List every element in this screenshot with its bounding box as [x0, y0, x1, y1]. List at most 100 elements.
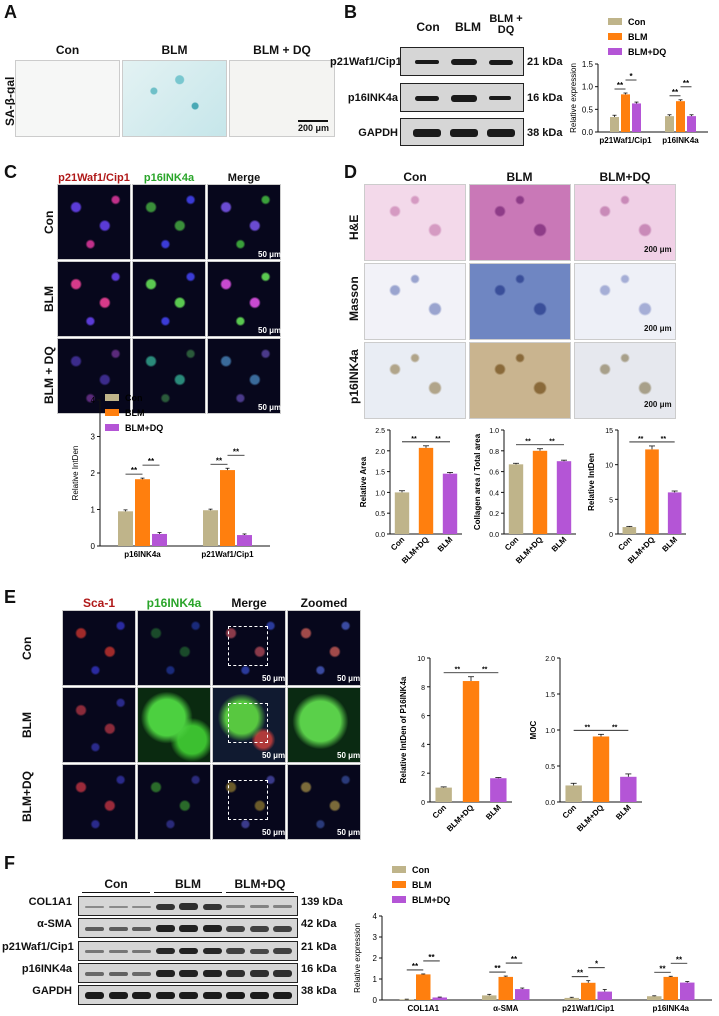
c-col-p21: p21Waf1/Cip1	[58, 172, 130, 184]
bar	[532, 450, 548, 534]
f-group-underline	[82, 892, 150, 893]
blot-band	[85, 971, 104, 976]
blot-band	[85, 949, 104, 954]
b-protein-gapdh: GAPDH	[358, 127, 398, 139]
blot-band	[415, 96, 439, 101]
legend-swatch	[608, 48, 622, 55]
blot-band	[202, 947, 222, 955]
x-tick-label: p16INK4a	[662, 136, 699, 145]
y-tick-label: 1	[373, 975, 378, 984]
f-protein-gapdh: GAPDH	[32, 985, 72, 997]
legend-label: BLM+DQ	[412, 895, 450, 905]
bar	[565, 785, 582, 802]
blot-band	[273, 992, 292, 1000]
significance-label: **	[661, 436, 667, 443]
y-axis-label: Relative expression	[353, 923, 362, 993]
a-col-blmdq: BLM + DQ	[253, 43, 311, 57]
y-axis-label: MOC	[529, 720, 538, 739]
significance-label: **	[233, 447, 240, 456]
x-tick-label: Con	[616, 535, 633, 552]
c-col-merge: Merge	[227, 172, 261, 184]
c-col-p16: p16INK4a	[143, 172, 195, 184]
blot-band	[249, 905, 269, 909]
bar	[435, 787, 452, 802]
a-col-con: Con	[55, 43, 80, 57]
significance-label: **	[455, 667, 461, 674]
y-tick-label: 0.8	[489, 449, 499, 456]
y-tick-label: 0	[609, 532, 613, 539]
significance-label: **	[676, 955, 683, 964]
blot-band	[179, 970, 198, 977]
a-image-con	[15, 60, 120, 137]
blot-band	[132, 971, 151, 976]
significance-label: **	[412, 962, 419, 971]
bar	[665, 116, 674, 132]
bar	[462, 681, 480, 802]
blot-band	[132, 905, 151, 909]
e-scale-label: 50 μm	[337, 751, 361, 760]
bar	[498, 976, 513, 1000]
f-protein-col1a1: COL1A1	[28, 896, 72, 908]
b-blot-p16	[400, 83, 524, 112]
legend-swatch	[105, 394, 119, 401]
f-protein-p16: p16INK4a	[21, 963, 72, 975]
y-tick-label: 6	[421, 714, 425, 721]
y-tick-label: 1.0	[545, 728, 555, 735]
blot-band	[202, 970, 222, 977]
a-col-blm: BLM	[161, 43, 188, 57]
panel-label-e: E	[4, 587, 17, 607]
b-blot-p21	[400, 47, 524, 76]
y-axis-label: Relative expression	[569, 63, 578, 133]
bar	[394, 492, 410, 534]
f-blot-strip	[78, 896, 298, 916]
y-tick-label: 3	[373, 933, 378, 942]
y-tick-label: 0.0	[489, 532, 499, 539]
bar	[621, 94, 630, 132]
x-tick-label: BLM	[550, 535, 569, 554]
y-axis-label: Relative IntDen	[587, 453, 596, 511]
significance-label: **	[549, 439, 555, 446]
d-histology-image	[574, 184, 676, 261]
y-tick-label: 0.4	[489, 490, 499, 497]
y-tick-label: 0	[373, 996, 378, 1005]
blot-band	[249, 970, 269, 977]
f-protein-asma: α-SMA	[37, 918, 72, 930]
f-blot-strip	[78, 985, 298, 1006]
e-fluorescence-image	[137, 764, 211, 840]
c-scale-label: 50 μm	[258, 250, 282, 259]
bar	[556, 461, 572, 534]
d-histology-image	[469, 184, 571, 261]
blot-band	[415, 60, 439, 64]
y-tick-label: 0.5	[582, 105, 594, 114]
y-axis-label: Relative Area	[359, 456, 368, 507]
c-fluorescence-image	[132, 338, 206, 414]
d-row-he: H&E	[347, 214, 361, 240]
y-tick-label: 10	[417, 656, 425, 663]
blot-band	[132, 949, 151, 954]
blot-band	[179, 947, 198, 955]
x-tick-label: Con	[561, 803, 578, 820]
bar	[135, 479, 150, 546]
d-histology-image	[364, 342, 466, 419]
significance-label: *	[629, 72, 633, 81]
y-tick-label: 1.0	[489, 428, 499, 435]
bar	[515, 989, 530, 1000]
significance-label: **	[428, 953, 435, 962]
y-tick-label: 10	[605, 463, 613, 470]
bar	[592, 736, 610, 802]
bar	[508, 464, 524, 534]
y-tick-label: 0	[91, 542, 96, 551]
panel-label-d: D	[344, 162, 357, 182]
bar	[610, 117, 619, 132]
legend-label: BLM+DQ	[628, 47, 666, 57]
f-group-blmdq: BLM+DQ	[234, 877, 286, 891]
bar	[645, 449, 659, 534]
bar	[152, 533, 167, 546]
b-col-blm: BLM	[455, 20, 481, 34]
a-scale-bar-label: 200 μm	[298, 123, 330, 133]
d-scale-label: 200 μm	[644, 245, 672, 254]
x-tick-label: COL1A1	[407, 1004, 439, 1013]
significance-label: **	[435, 436, 441, 443]
